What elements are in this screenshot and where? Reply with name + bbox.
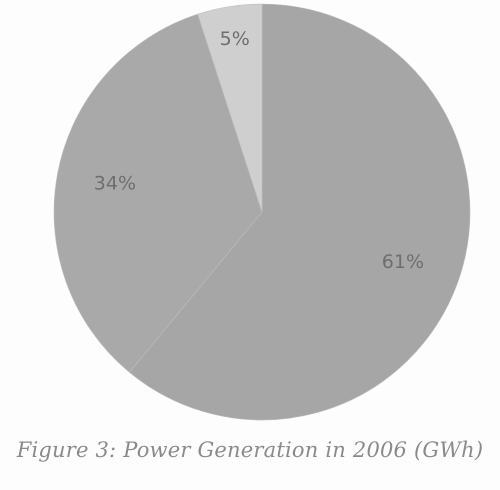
pie-slice-5 [197,3,263,213]
pie-slice-61 [128,3,471,421]
pie-labels: 61% 34% 5% [94,28,424,273]
figure-caption: Figure 3: Power Generation in 2006 (GWh) [16,438,484,462]
pie-label-5: 5% [220,28,250,50]
pie-chart: 61% 34% 5% [53,3,471,421]
pie-label-34: 34% [94,172,136,194]
pie-slice-34 [53,13,263,373]
pie-label-61: 61% [382,251,424,273]
pie-slices [53,3,471,421]
